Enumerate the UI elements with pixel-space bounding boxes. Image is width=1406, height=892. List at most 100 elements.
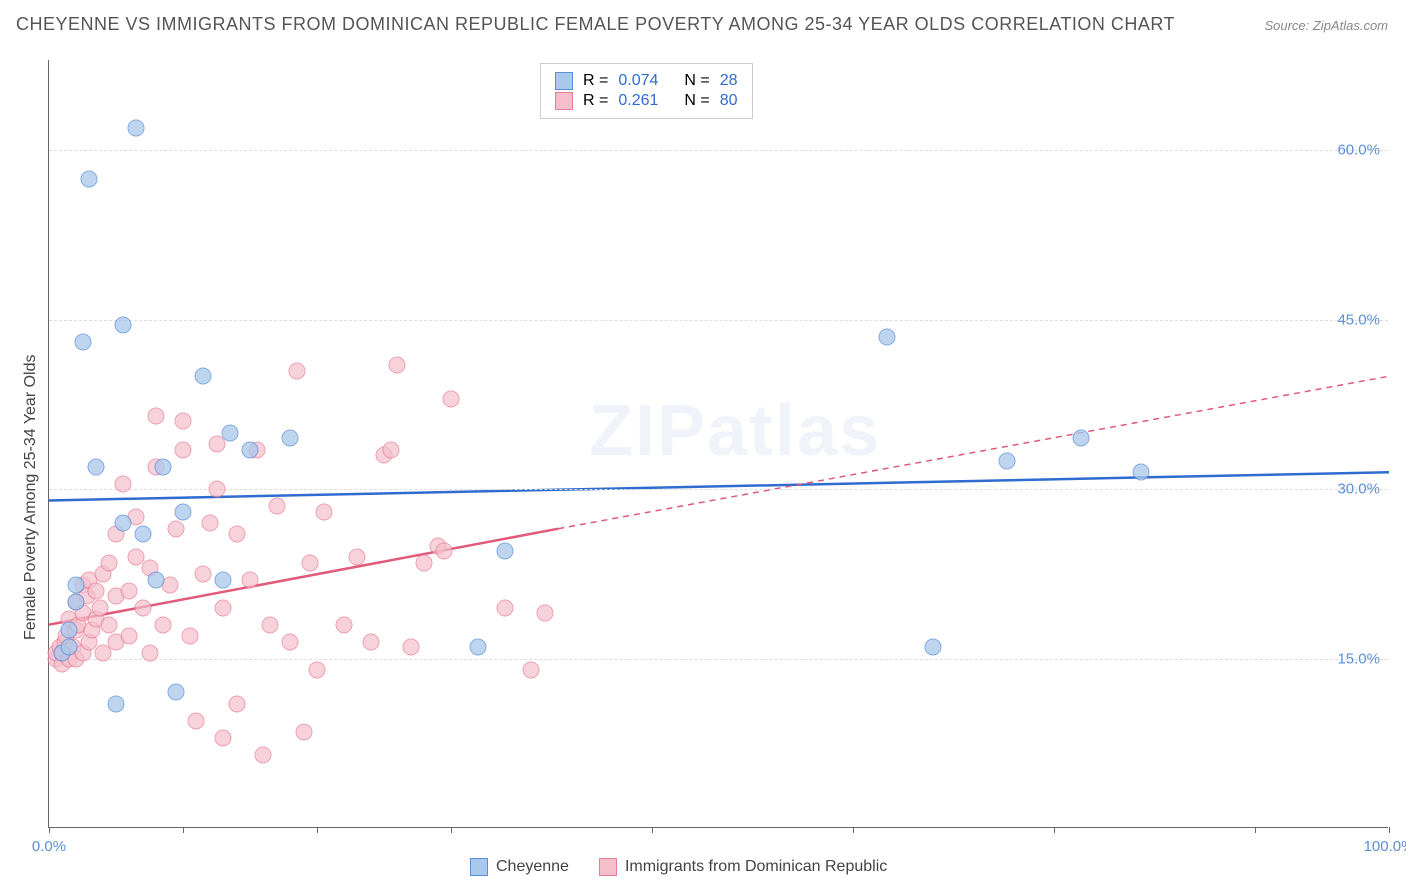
data-point (121, 628, 138, 645)
data-point (228, 695, 245, 712)
data-point (228, 526, 245, 543)
data-point (134, 526, 151, 543)
r-label: R = (583, 92, 608, 110)
data-point (67, 577, 84, 594)
x-tick (451, 827, 452, 833)
dominican-swatch (599, 858, 617, 876)
data-point (362, 633, 379, 650)
x-tick (49, 827, 50, 833)
data-point (74, 334, 91, 351)
data-point (121, 582, 138, 599)
data-point (128, 119, 145, 136)
cheyenne-label: Cheyenne (496, 858, 569, 876)
cheyenne-swatch (470, 858, 488, 876)
data-point (268, 498, 285, 515)
gridline-h (49, 489, 1388, 490)
data-point (335, 616, 352, 633)
data-point (496, 599, 513, 616)
source-label: Source: ZipAtlas.com (1264, 18, 1388, 33)
x-tick (1054, 827, 1055, 833)
data-point (295, 724, 312, 741)
data-point (215, 729, 232, 746)
correlation-chart: CHEYENNE VS IMMIGRANTS FROM DOMINICAN RE… (0, 0, 1406, 892)
data-point (67, 594, 84, 611)
data-point (309, 661, 326, 678)
data-point (315, 503, 332, 520)
cheyenne-swatch (555, 72, 573, 90)
data-point (302, 554, 319, 571)
data-point (168, 520, 185, 537)
data-point (242, 441, 259, 458)
data-point (175, 441, 192, 458)
data-point (201, 515, 218, 532)
plot-area: ZIPatlas 15.0%30.0%45.0%60.0%0.0%100.0% (48, 60, 1388, 828)
x-tick (1389, 827, 1390, 833)
data-point (188, 712, 205, 729)
x-tick-label: 100.0% (1364, 838, 1406, 855)
data-point (114, 317, 131, 334)
data-point (389, 356, 406, 373)
x-tick-label: 0.0% (32, 838, 66, 855)
series-legend: Cheyenne Immigrants from Dominican Repub… (470, 858, 887, 876)
data-point (154, 616, 171, 633)
x-tick (1255, 827, 1256, 833)
data-point (349, 548, 366, 565)
dominican-swatch (555, 92, 573, 110)
dominican-n-value: 80 (720, 92, 738, 110)
data-point (91, 599, 108, 616)
data-point (141, 644, 158, 661)
data-point (114, 475, 131, 492)
dominican-label: Immigrants from Dominican Republic (625, 858, 887, 876)
correlation-legend: R = 0.074 N = 28 R = 0.261 N = 80 (540, 63, 753, 119)
data-point (195, 565, 212, 582)
y-tick-label: 60.0% (1337, 142, 1380, 159)
data-point (536, 605, 553, 622)
data-point (436, 543, 453, 560)
data-point (221, 424, 238, 441)
y-axis-label: Female Poverty Among 25-34 Year Olds (22, 355, 40, 641)
data-point (496, 543, 513, 560)
data-point (61, 622, 78, 639)
n-label: N = (684, 92, 709, 110)
r-label: R = (583, 72, 608, 90)
x-tick (317, 827, 318, 833)
data-point (208, 481, 225, 498)
data-point (255, 746, 272, 763)
data-point (148, 407, 165, 424)
data-point (925, 639, 942, 656)
data-point (134, 599, 151, 616)
gridline-h (49, 659, 1388, 660)
watermark: ZIPatlas (589, 390, 881, 472)
data-point (181, 628, 198, 645)
data-point (282, 633, 299, 650)
data-point (215, 571, 232, 588)
data-point (87, 458, 104, 475)
data-point (1072, 430, 1089, 447)
data-point (443, 390, 460, 407)
data-point (195, 368, 212, 385)
data-point (262, 616, 279, 633)
x-tick (183, 827, 184, 833)
n-label: N = (684, 72, 709, 90)
cheyenne-n-value: 28 (720, 72, 738, 90)
data-point (175, 503, 192, 520)
data-point (101, 616, 118, 633)
data-point (382, 441, 399, 458)
x-tick (853, 827, 854, 833)
data-point (402, 639, 419, 656)
data-point (288, 362, 305, 379)
data-point (175, 413, 192, 430)
gridline-h (49, 320, 1388, 321)
data-point (154, 458, 171, 475)
data-point (61, 639, 78, 656)
data-point (416, 554, 433, 571)
data-point (242, 571, 259, 588)
data-point (878, 328, 895, 345)
data-point (999, 452, 1016, 469)
dominican-r-value: 0.261 (618, 92, 658, 110)
y-tick-label: 45.0% (1337, 311, 1380, 328)
data-point (108, 695, 125, 712)
y-tick-label: 30.0% (1337, 481, 1380, 498)
data-point (114, 515, 131, 532)
chart-title: CHEYENNE VS IMMIGRANTS FROM DOMINICAN RE… (16, 14, 1175, 35)
